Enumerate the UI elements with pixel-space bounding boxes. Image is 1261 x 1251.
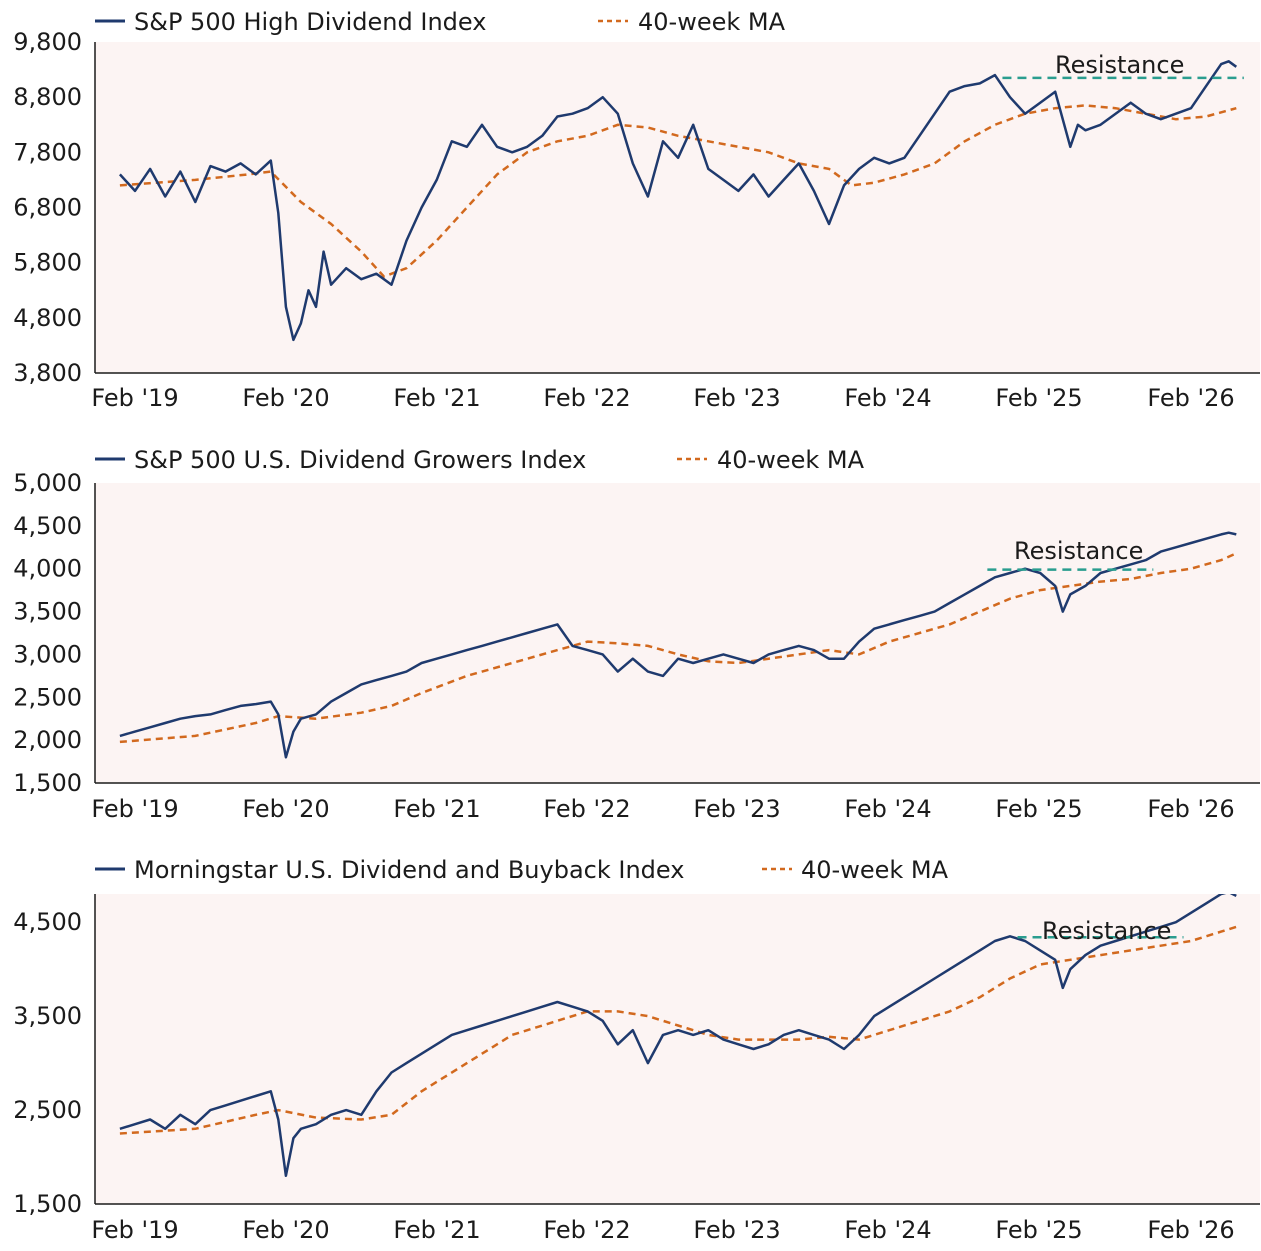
x-axis-3: Feb '19 Feb '20 Feb '21 Feb '22 Feb '23 Feb '… (91, 1203, 1260, 1244)
x-axis-2: Feb '19 Feb '20 Feb '21 Feb '22 Feb '23 Feb '… (91, 782, 1260, 823)
x-tick-label: Feb '23 (693, 384, 780, 412)
x-tick-label: Feb '20 (242, 384, 329, 412)
y-axis-3: 1,500 2,500 3,500 4,500 (13, 894, 96, 1218)
x-tick-label: Feb '23 (693, 1216, 780, 1244)
y-tick-label: 3,500 (13, 598, 82, 626)
resistance-label-3: Resistance (1042, 917, 1171, 945)
series-line-index-2 (119, 531, 1237, 759)
x-tick-label: Feb '24 (844, 1216, 931, 1244)
y-tick-label: 3,000 (13, 640, 82, 668)
legend-label-ma-3: 40-week MA (801, 856, 949, 884)
chart-panel-1: S&P 500 High Dividend Index 40-week MA 3… (13, 8, 1260, 412)
y-tick-label: 5,000 (13, 469, 82, 497)
x-tick-label: Feb '24 (844, 384, 931, 412)
y-tick-label: 2,000 (13, 726, 82, 754)
chart-panel-2: S&P 500 U.S. Dividend Growers Index 40-w… (13, 446, 1260, 823)
resistance-label-1: Resistance (1055, 51, 1184, 79)
y-tick-label: 4,000 (13, 555, 82, 583)
x-tick-label: Feb '21 (393, 384, 480, 412)
x-tick-label: Feb '26 (1147, 1216, 1234, 1244)
y-tick-label: 1,500 (13, 769, 82, 797)
x-tick-label: Feb '22 (543, 1216, 630, 1244)
series-line-ma-1 (119, 104, 1237, 278)
chart-panel-3: Morningstar U.S. Dividend and Buyback In… (13, 856, 1260, 1244)
plot-background-3 (95, 894, 1260, 1204)
x-tick-label: Feb '25 (995, 795, 1082, 823)
legend-label-index-3: Morningstar U.S. Dividend and Buyback In… (134, 856, 684, 884)
x-tick-label: Feb '22 (543, 795, 630, 823)
legend-label-index-2: S&P 500 U.S. Dividend Growers Index (134, 446, 586, 474)
y-tick-label: 8,800 (13, 83, 82, 111)
y-tick-label: 4,800 (13, 304, 82, 332)
y-tick-label: 3,800 (13, 359, 82, 387)
x-tick-label: Feb '23 (693, 795, 780, 823)
legend-label-ma-1: 40-week MA (638, 8, 786, 36)
x-tick-label: Feb '21 (393, 795, 480, 823)
y-tick-label: 1,500 (13, 1190, 82, 1218)
legend-label-ma-2: 40-week MA (717, 446, 865, 474)
series-line-ma-2 (119, 552, 1237, 744)
x-tick-label: Feb '25 (995, 384, 1082, 412)
y-tick-label: 2,500 (13, 1096, 82, 1124)
series-line-index-3 (119, 894, 1237, 1178)
x-tick-label: Feb '26 (1147, 795, 1234, 823)
x-tick-label: Feb '21 (393, 1216, 480, 1244)
y-tick-label: 5,800 (13, 249, 82, 277)
y-tick-label: 4,500 (13, 512, 82, 540)
x-tick-label: Feb '20 (242, 795, 329, 823)
x-tick-label: Feb '20 (242, 1216, 329, 1244)
plot-background-1 (95, 42, 1260, 373)
y-tick-label: 7,800 (13, 138, 82, 166)
x-tick-label: Feb '24 (844, 795, 931, 823)
y-tick-label: 3,500 (13, 1002, 82, 1030)
x-tick-label: Feb '19 (91, 795, 178, 823)
y-tick-label: 9,800 (13, 28, 82, 56)
x-tick-label: Feb '19 (91, 384, 178, 412)
y-tick-label: 4,500 (13, 908, 82, 936)
x-tick-label: Feb '26 (1147, 384, 1234, 412)
resistance-label-2: Resistance (1014, 537, 1143, 565)
x-tick-label: Feb '19 (91, 1216, 178, 1244)
y-axis-2: 1,500 2,000 2,500 3,000 3,500 4,000 4,500 5,000 (13, 469, 96, 797)
y-tick-label: 2,500 (13, 683, 82, 711)
y-tick-label: 6,800 (13, 194, 82, 222)
x-tick-label: Feb '22 (543, 384, 630, 412)
plot-background-2 (95, 483, 1260, 783)
y-axis-1: 3,800 4,800 5,800 6,800 7,800 8,800 9,800 (13, 28, 96, 387)
legend-label-index-1: S&P 500 High Dividend Index (134, 8, 486, 36)
x-tick-label: Feb '25 (995, 1216, 1082, 1244)
x-axis-1: Feb '19 Feb '20 Feb '21 Feb '22 Feb '23 Feb '… (91, 372, 1260, 412)
series-line-index-1 (118, 60, 1238, 342)
